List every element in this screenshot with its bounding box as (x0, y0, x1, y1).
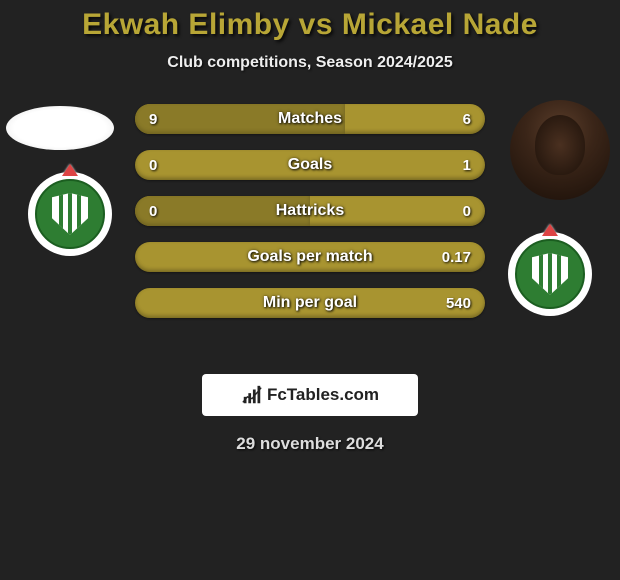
stat-row-min-per-goal: Min per goal 540 (135, 288, 485, 318)
club-badge-inner (515, 239, 585, 309)
club-shield-icon (532, 253, 568, 295)
stat-label: Min per goal (135, 294, 485, 312)
player2-avatar (510, 100, 610, 200)
stat-value-right: 0.17 (442, 249, 471, 266)
subtitle: Club competitions, Season 2024/2025 (0, 54, 620, 72)
stat-value-right: 1 (463, 157, 471, 174)
club-badge-inner (35, 179, 105, 249)
stat-row-goals: 0 Goals 1 (135, 150, 485, 180)
footer-date: 29 november 2024 (0, 434, 620, 454)
stat-value-right: 0 (463, 203, 471, 220)
stat-row-matches: 9 Matches 6 (135, 104, 485, 134)
club-shield-icon (52, 193, 88, 235)
stat-label: Matches (135, 110, 485, 128)
stat-label: Hattricks (135, 202, 485, 220)
left-player-column (0, 100, 120, 256)
stat-row-goals-per-match: Goals per match 0.17 (135, 242, 485, 272)
stat-value-right: 6 (463, 111, 471, 128)
stat-bars: 9 Matches 6 0 Goals 1 0 Hattricks 0 Goal… (135, 104, 485, 334)
right-player-column (500, 100, 620, 316)
stat-row-hattricks: 0 Hattricks 0 (135, 196, 485, 226)
player2-club-badge (508, 232, 592, 316)
chart-icon (241, 384, 263, 406)
brand-text: FcTables.com (267, 385, 379, 405)
player1-club-badge (28, 172, 112, 256)
stat-label: Goals (135, 156, 485, 174)
brand-badge: FcTables.com (202, 374, 418, 416)
stat-value-right: 540 (446, 295, 471, 312)
main-area: 9 Matches 6 0 Goals 1 0 Hattricks 0 Goal… (0, 100, 620, 360)
player1-avatar (6, 106, 114, 150)
comparison-card: Ekwah Elimby vs Mickael Nade Club compet… (0, 0, 620, 454)
page-title: Ekwah Elimby vs Mickael Nade (0, 8, 620, 42)
stat-label: Goals per match (135, 248, 485, 266)
